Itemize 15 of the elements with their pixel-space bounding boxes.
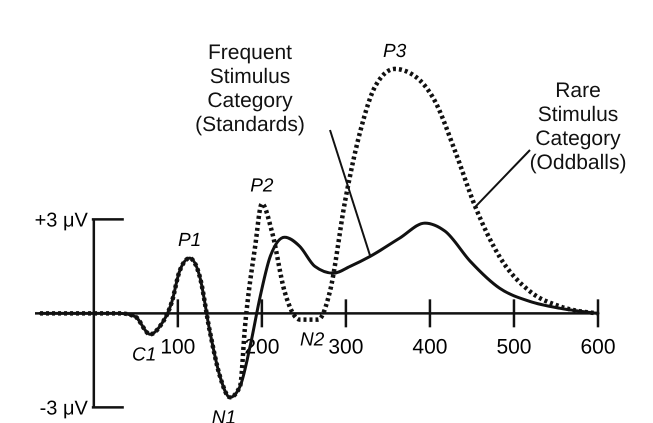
annotation: N2 (300, 330, 325, 351)
y-tick-label: +3 μV (34, 209, 88, 232)
x-tick-label: 100 (160, 335, 196, 358)
x-tick-label: 500 (496, 335, 532, 358)
y-tick-label: -3 μV (40, 397, 88, 420)
text: Frequent Stimulus Category (Standards) (195, 40, 305, 136)
text: Rare Stimulus Category (Oddballs) (530, 78, 626, 174)
annotation: P2 (250, 176, 274, 197)
annotation: P1 (178, 230, 202, 252)
x-tick-label: 300 (328, 335, 364, 358)
annotation: C1 (132, 344, 156, 366)
x-tick-label: 400 (412, 335, 448, 358)
x-tick-label: 600 (580, 335, 616, 358)
annotation: N1 (212, 407, 236, 423)
annotation: P3 (383, 40, 407, 62)
